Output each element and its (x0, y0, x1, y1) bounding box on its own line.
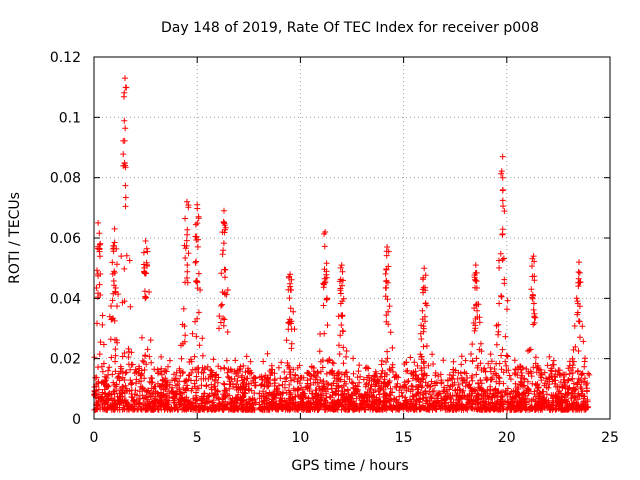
x-tick-label: 20 (498, 430, 516, 446)
x-tick-label: 5 (193, 430, 202, 446)
grid (94, 57, 610, 419)
x-tick-label: 0 (90, 430, 99, 446)
y-tick-label: 0.08 (50, 171, 81, 187)
x-tick-label: 15 (395, 430, 413, 446)
x-tick-label: 25 (601, 430, 619, 446)
y-axis-title: ROTI / TECUs (7, 192, 23, 284)
y-tick-labels: 0 0.02 0.04 0.06 0.08 0.1 0.12 (50, 50, 81, 428)
data-series-roti (91, 75, 593, 413)
y-tick-label: 0.12 (50, 50, 81, 66)
axis-ticks (93, 56, 611, 420)
x-tick-labels: 0 5 10 15 20 25 (90, 430, 619, 446)
y-tick-label: 0.06 (50, 231, 81, 247)
y-tick-label: 0 (72, 412, 81, 428)
plot-frame (93, 56, 611, 420)
y-tick-label: 0.04 (50, 291, 81, 307)
x-tick-label: 10 (291, 430, 309, 446)
y-tick-label: 0.1 (59, 110, 81, 126)
roti-data-marks (91, 75, 593, 413)
x-axis-title: GPS time / hours (291, 458, 408, 474)
chart-title: Day 148 of 2019, Rate Of TEC Index for r… (161, 20, 539, 36)
y-tick-label: 0.02 (50, 352, 81, 368)
